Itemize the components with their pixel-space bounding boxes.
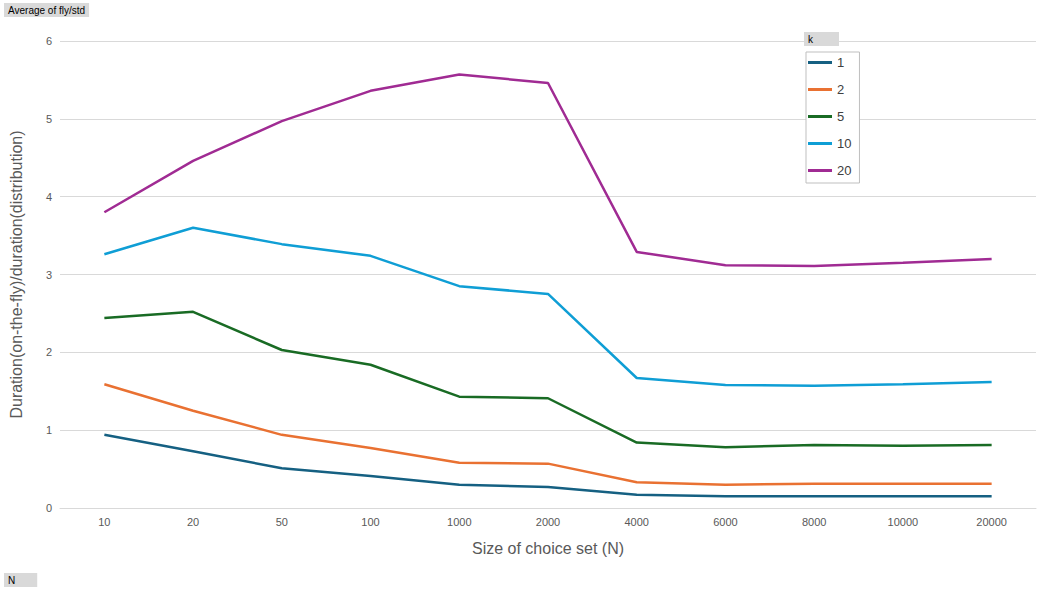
svg-text:Average of fly/std: Average of fly/std [8, 5, 85, 16]
svg-text:10000: 10000 [888, 516, 919, 528]
svg-text:6000: 6000 [713, 516, 737, 528]
svg-text:1: 1 [837, 55, 844, 70]
svg-text:k: k [808, 34, 814, 45]
svg-text:Duration(on-the-fly)/duration(: Duration(on-the-fly)/duration(distributi… [8, 130, 25, 418]
svg-text:50: 50 [276, 516, 288, 528]
svg-text:3: 3 [46, 269, 52, 281]
svg-text:10: 10 [837, 136, 851, 151]
svg-text:2: 2 [837, 82, 844, 97]
svg-text:N: N [8, 575, 15, 586]
svg-text:20000: 20000 [976, 516, 1007, 528]
svg-text:1000: 1000 [447, 516, 471, 528]
svg-text:Size of choice set (N): Size of choice set (N) [472, 540, 624, 557]
svg-text:20: 20 [837, 163, 851, 178]
svg-text:20: 20 [187, 516, 199, 528]
svg-text:2000: 2000 [536, 516, 560, 528]
svg-text:8000: 8000 [802, 516, 826, 528]
svg-text:10: 10 [98, 516, 110, 528]
svg-text:6: 6 [46, 35, 52, 47]
svg-text:4000: 4000 [624, 516, 648, 528]
svg-text:0: 0 [46, 502, 52, 514]
svg-text:5: 5 [46, 113, 52, 125]
svg-text:1: 1 [46, 424, 52, 436]
svg-text:100: 100 [361, 516, 379, 528]
svg-text:2: 2 [46, 346, 52, 358]
svg-text:4: 4 [46, 191, 52, 203]
svg-text:5: 5 [837, 109, 844, 124]
